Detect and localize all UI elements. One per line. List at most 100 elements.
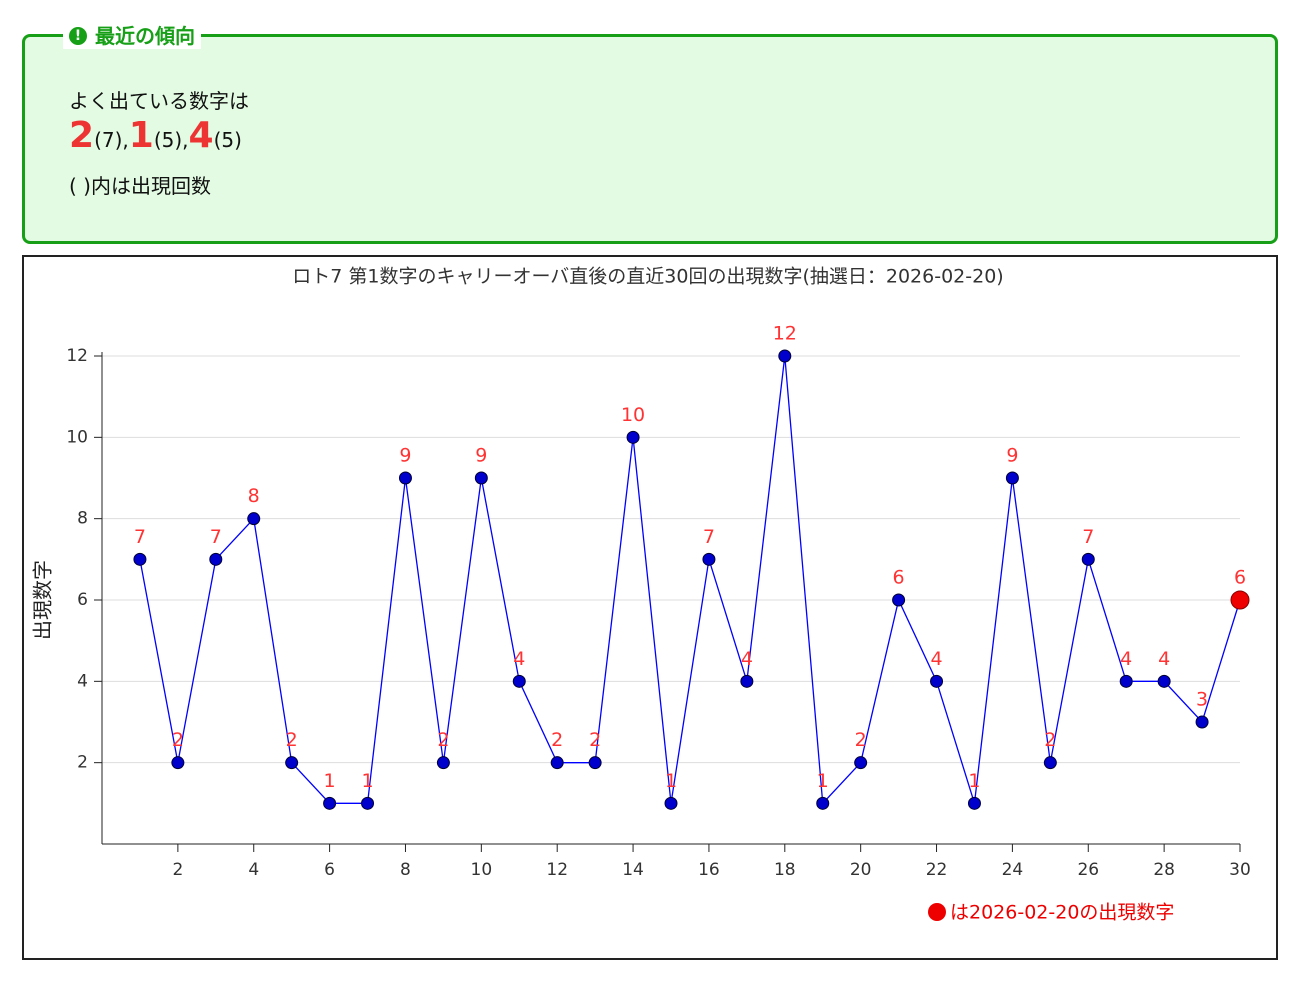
- point: [664, 796, 678, 810]
- x-tick-label: 10: [471, 860, 493, 880]
- x-tick-label: 2: [172, 860, 183, 880]
- point: [285, 756, 299, 770]
- notice-title: 最近の傾向: [95, 24, 195, 48]
- y-tick-label: 10: [66, 427, 88, 447]
- data-label: 2: [286, 729, 298, 751]
- data-label: 2: [1044, 729, 1056, 751]
- point: [361, 796, 375, 810]
- legend-text: は2026-02-20の出現数字: [950, 902, 1174, 924]
- point: [550, 756, 564, 770]
- x-tick-label: 12: [546, 860, 568, 880]
- x-tick-label: 28: [1153, 860, 1175, 880]
- point: [854, 756, 868, 770]
- data-label: 8: [248, 485, 260, 507]
- data-label: 1: [324, 770, 336, 792]
- number: 4: [188, 115, 214, 156]
- point: [436, 756, 450, 770]
- data-label: 12: [773, 323, 797, 345]
- count: (5): [213, 128, 242, 152]
- data-label: 2: [589, 729, 601, 751]
- notice-box: ! 最近の傾向 よく出ている数字は 2(7),1(5),4(5) ( )内は出現回…: [22, 23, 1278, 244]
- data-label: 10: [621, 404, 645, 426]
- data-label: 2: [551, 729, 563, 751]
- point: [1005, 471, 1019, 485]
- y-tick-label: 8: [77, 509, 88, 529]
- separator: ,: [122, 128, 129, 152]
- y-axis-label: 出現数字: [31, 560, 55, 640]
- legend-marker: [928, 903, 946, 921]
- data-label: 6: [1234, 567, 1246, 589]
- data-label: 2: [855, 729, 867, 751]
- intro: よく出ている数字は: [69, 89, 249, 113]
- x-tick-label: 26: [1077, 860, 1099, 880]
- x-tick-label: 24: [1002, 860, 1024, 880]
- data-label: 4: [1158, 648, 1170, 670]
- data-label: 4: [1120, 648, 1132, 670]
- data-label: 7: [210, 526, 222, 548]
- point: [323, 796, 337, 810]
- point: [1043, 756, 1057, 770]
- point: [1081, 552, 1095, 566]
- point: [740, 674, 754, 688]
- x-tick-label: 18: [774, 860, 796, 880]
- highlight-point: [1230, 590, 1250, 610]
- x-tick-label: 22: [926, 860, 948, 880]
- point: [474, 471, 488, 485]
- point: [588, 756, 602, 770]
- count: (5): [153, 128, 183, 152]
- point: [209, 552, 223, 566]
- data-label: 2: [172, 729, 184, 751]
- x-tick-label: 16: [698, 860, 720, 880]
- data-label: 1: [968, 770, 980, 792]
- data-label: 9: [475, 445, 487, 467]
- y-tick-label: 4: [77, 671, 88, 691]
- notice-header: ! 最近の傾向: [63, 23, 201, 49]
- data-label: 3: [1196, 689, 1208, 711]
- data-label: 1: [665, 770, 677, 792]
- point: [892, 593, 906, 607]
- number: 2: [69, 115, 95, 156]
- y-tick-label: 12: [66, 346, 88, 366]
- point: [398, 471, 412, 485]
- point: [702, 552, 716, 566]
- series-line: [139, 355, 1241, 805]
- count: (7): [94, 128, 123, 152]
- data-label: 4: [741, 648, 753, 670]
- chart-frame: [22, 255, 1278, 960]
- point: [967, 796, 981, 810]
- data-label: 6: [893, 567, 905, 589]
- note: ( )内は出現回数: [69, 174, 211, 198]
- data-label: 1: [817, 770, 829, 792]
- point: [1157, 674, 1171, 688]
- x-tick-label: 4: [248, 860, 259, 880]
- point: [816, 796, 830, 810]
- point: [778, 349, 792, 363]
- data-label: 9: [399, 445, 411, 467]
- x-tick-label: 14: [622, 860, 644, 880]
- point: [930, 674, 944, 688]
- x-tick-label: 20: [850, 860, 872, 880]
- x-tick-label: 6: [324, 860, 335, 880]
- x-tick-label: 30: [1229, 860, 1251, 880]
- icon: !: [69, 27, 87, 45]
- chart-title: ロト7 第1数字のキャリーオーバ直後の直近30回の出現数字(抽選日：2026-0…: [292, 266, 1003, 288]
- point: [133, 552, 147, 566]
- y-tick-label: 2: [77, 753, 88, 773]
- point: [512, 674, 526, 688]
- y-tick-label: 6: [77, 590, 88, 610]
- number: 1: [128, 115, 154, 156]
- data-label: 4: [513, 648, 525, 670]
- point: [626, 430, 640, 444]
- point: [1119, 674, 1133, 688]
- data-label: 7: [1082, 526, 1094, 548]
- point: [247, 512, 261, 526]
- frequent-numbers: 2(7),1(5),4(5): [69, 115, 242, 156]
- data-label: 4: [930, 648, 942, 670]
- data-label: 2: [437, 729, 449, 751]
- data-label: 7: [134, 526, 146, 548]
- point: [1195, 715, 1209, 729]
- x-tick-label: 8: [400, 860, 411, 880]
- data-label: 9: [1006, 445, 1018, 467]
